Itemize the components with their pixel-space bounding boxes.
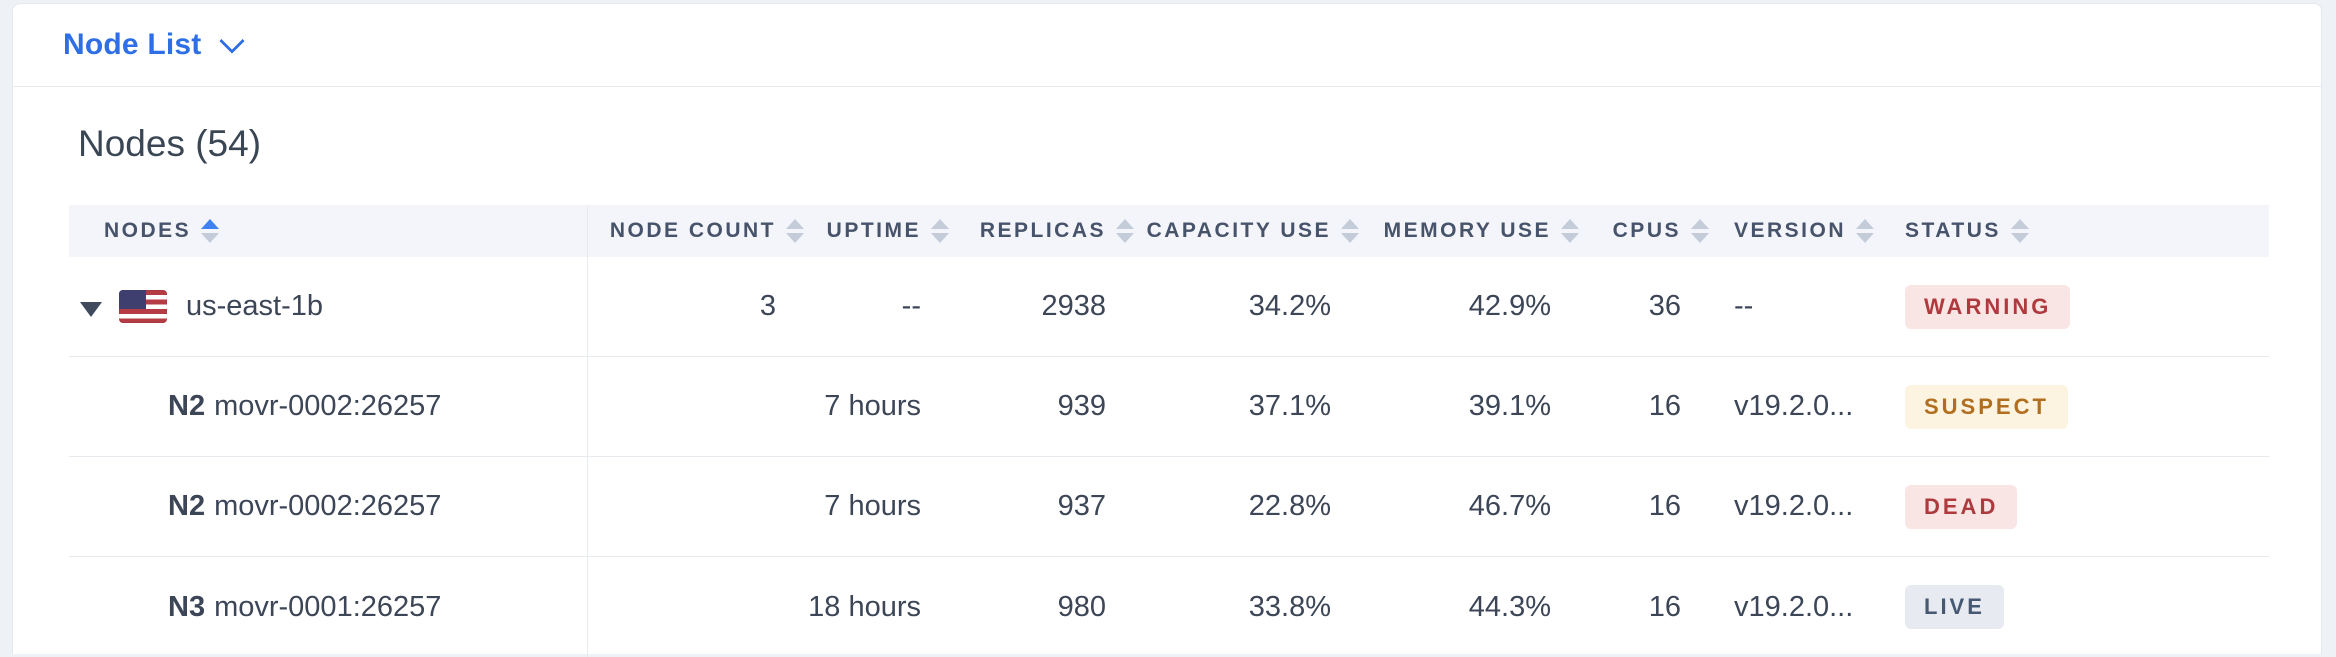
node-count-cell: 3 bbox=[759, 290, 776, 322]
version-cell: v19.2.0... bbox=[1734, 390, 1854, 422]
uptime-cell: 7 hours bbox=[824, 490, 921, 522]
node-id: N2 bbox=[168, 390, 206, 422]
header-node-count-label: NODE COUNT bbox=[609, 219, 776, 242]
table-header-row: NODES NODE COUNT UPTIME REPLICAS CAPACIT… bbox=[69, 205, 2269, 257]
capacity-use-cell: 37.1% bbox=[1248, 390, 1331, 422]
header-memory-use-label: MEMORY USE bbox=[1383, 219, 1551, 242]
memory-use-cell: 44.3% bbox=[1468, 590, 1551, 623]
uptime-cell: 18 hours bbox=[808, 590, 921, 623]
header-replicas-label: REPLICAS bbox=[979, 219, 1106, 242]
memory-use-cell: 42.9% bbox=[1468, 290, 1551, 322]
header-version-label: VERSION bbox=[1734, 219, 1847, 242]
cpus-cell: 36 bbox=[1648, 290, 1681, 322]
header-cpus[interactable]: CPUS bbox=[1551, 205, 1709, 257]
nodes-cell: us-east-1b bbox=[69, 257, 588, 356]
sort-icon bbox=[1341, 219, 1359, 243]
cpus-cell: 16 bbox=[1648, 590, 1681, 623]
capacity-use-cell: 34.2% bbox=[1248, 290, 1331, 322]
cpus-cell: 16 bbox=[1648, 390, 1681, 422]
status-cell: LIVE bbox=[1891, 557, 2269, 657]
header-nodes[interactable]: NODES bbox=[69, 205, 588, 257]
status-badge: WARNING bbox=[1905, 284, 2071, 329]
sort-icon bbox=[201, 219, 220, 243]
header-node-count[interactable]: NODE COUNT bbox=[588, 205, 804, 257]
status-badge: LIVE bbox=[1905, 585, 2004, 629]
header-replicas[interactable]: REPLICAS bbox=[921, 205, 1134, 257]
nodes-table: NODES NODE COUNT UPTIME REPLICAS CAPACIT… bbox=[69, 205, 2269, 657]
header-memory-use[interactable]: MEMORY USE bbox=[1331, 205, 1579, 257]
status-cell: WARNING bbox=[1891, 257, 2269, 356]
capacity-use-cell: 22.8% bbox=[1248, 490, 1331, 522]
node-count-cell bbox=[588, 357, 776, 456]
header-nodes-label: NODES bbox=[104, 219, 192, 242]
table-row-node[interactable]: N3 movr-0001:26257 18 hours 980 33.8% 44… bbox=[69, 557, 2269, 657]
node-address: movr-0002:26257 bbox=[214, 390, 442, 422]
uptime-cell: -- bbox=[901, 290, 921, 322]
node-id: N3 bbox=[168, 590, 206, 623]
table-row-node[interactable]: N2 movr-0002:26257 7 hours 937 22.8% 46.… bbox=[69, 457, 2269, 557]
version-cell: v19.2.0... bbox=[1734, 590, 1854, 623]
nodes-cell[interactable]: N2 movr-0002:26257 bbox=[69, 457, 588, 556]
header-capacity-use-label: CAPACITY USE bbox=[1146, 219, 1331, 242]
header-cpus-label: CPUS bbox=[1612, 219, 1681, 242]
node-list-dropdown[interactable]: Node List bbox=[63, 28, 246, 62]
memory-use-cell: 39.1% bbox=[1468, 390, 1551, 422]
node-address: movr-0001:26257 bbox=[214, 590, 442, 623]
node-count-cell bbox=[588, 557, 776, 657]
sort-icon bbox=[931, 219, 949, 243]
version-cell: -- bbox=[1734, 290, 1754, 322]
capacity-use-cell: 33.8% bbox=[1248, 590, 1331, 623]
table-row-node[interactable]: N2 movr-0002:26257 7 hours 939 37.1% 39.… bbox=[69, 357, 2269, 457]
table-row-region[interactable]: us-east-1b 3 -- 2938 34.2% 42.9% 36 -- W… bbox=[69, 257, 2269, 357]
cpus-cell: 16 bbox=[1648, 490, 1681, 522]
nodes-content: Nodes (54) NODES NODE COUNT UPTIME REPLI… bbox=[13, 123, 2321, 657]
region-name: us-east-1b bbox=[186, 290, 324, 322]
replicas-cell: 939 bbox=[1057, 390, 1106, 422]
view-selector-bar: Node List bbox=[13, 4, 2321, 87]
replicas-cell: 2938 bbox=[1041, 290, 1106, 322]
node-list-card: Node List Nodes (54) NODES NODE COUNT UP… bbox=[12, 3, 2322, 657]
header-capacity-use[interactable]: CAPACITY USE bbox=[1106, 205, 1359, 257]
status-cell: SUSPECT bbox=[1891, 357, 2269, 456]
sort-icon bbox=[2010, 219, 2029, 243]
node-list-dropdown-label: Node List bbox=[63, 28, 202, 61]
node-count-cell bbox=[588, 457, 776, 556]
sort-icon bbox=[1116, 219, 1134, 243]
sort-icon bbox=[786, 219, 804, 243]
header-uptime[interactable]: UPTIME bbox=[776, 205, 949, 257]
node-id: N2 bbox=[168, 490, 206, 522]
memory-use-cell: 46.7% bbox=[1468, 490, 1551, 522]
chevron-down-icon bbox=[219, 28, 246, 54]
nodes-cell[interactable]: N2 movr-0002:26257 bbox=[69, 357, 588, 456]
uptime-cell: 7 hours bbox=[824, 390, 921, 422]
status-badge: SUSPECT bbox=[1905, 384, 2068, 429]
collapse-region-icon[interactable] bbox=[80, 302, 102, 317]
header-uptime-label: UPTIME bbox=[826, 219, 921, 242]
version-cell: v19.2.0... bbox=[1734, 490, 1854, 522]
nodes-cell[interactable]: N3 movr-0001:26257 bbox=[69, 557, 588, 657]
sort-icon bbox=[1691, 219, 1709, 243]
us-flag-icon bbox=[119, 290, 167, 323]
node-address: movr-0002:26257 bbox=[214, 490, 442, 522]
page-title: Nodes (54) bbox=[78, 123, 262, 164]
sort-icon bbox=[1561, 219, 1579, 243]
replicas-cell: 980 bbox=[1057, 590, 1106, 623]
header-status[interactable]: STATUS bbox=[1891, 205, 2269, 257]
header-version[interactable]: VERSION bbox=[1681, 205, 1891, 257]
status-cell: DEAD bbox=[1891, 457, 2269, 556]
status-badge: DEAD bbox=[1905, 484, 2018, 529]
header-status-label: STATUS bbox=[1905, 219, 2001, 242]
replicas-cell: 937 bbox=[1057, 490, 1106, 522]
sort-icon bbox=[1856, 219, 1875, 243]
